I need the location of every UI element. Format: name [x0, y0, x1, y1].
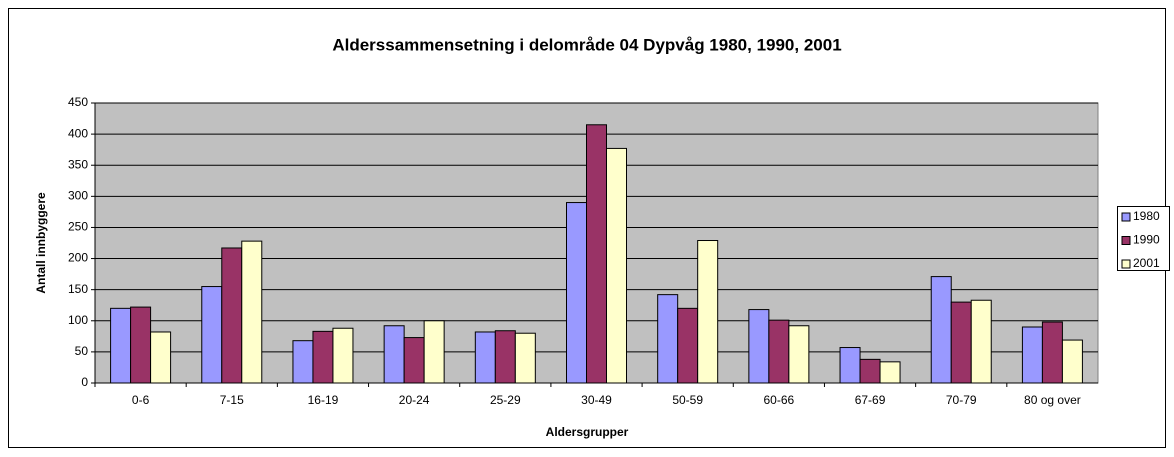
y-tick-label: 400	[68, 126, 88, 140]
bar	[677, 307, 699, 384]
y-tick-label: 300	[68, 189, 88, 203]
bar	[383, 325, 405, 384]
bar	[292, 340, 314, 384]
x-tick-label: 70-79	[946, 393, 977, 407]
bar	[970, 299, 992, 384]
bar	[150, 331, 172, 384]
bar	[201, 286, 223, 384]
y-tick-label: 200	[68, 251, 88, 265]
bar	[1061, 339, 1083, 384]
x-tick-label: 16-19	[308, 393, 339, 407]
legend-swatch	[1121, 212, 1131, 222]
bar	[586, 124, 607, 384]
bar	[332, 327, 354, 384]
bar	[697, 240, 719, 384]
x-tick-label: 25-29	[490, 393, 521, 407]
y-tick-label: 50	[75, 344, 89, 358]
bar	[494, 330, 516, 384]
x-tick-label: 30-49	[581, 393, 612, 407]
legend-swatch	[1121, 236, 1131, 245]
bar	[788, 325, 810, 384]
x-tick-label: 0-6	[132, 393, 150, 407]
y-tick-label: 100	[68, 313, 88, 327]
x-tick-label: 50-59	[672, 393, 703, 407]
y-tick-label: 450	[68, 95, 88, 109]
y-tick-label: 250	[68, 220, 88, 234]
bar	[474, 331, 496, 384]
bar	[768, 319, 790, 384]
y-tick-label: 350	[68, 157, 88, 171]
x-tick-label: 20-24	[399, 393, 430, 407]
bar	[748, 309, 770, 384]
x-tick-label: 80 og over	[1024, 393, 1081, 407]
bar	[423, 320, 445, 384]
bar	[403, 337, 425, 384]
bar	[221, 247, 243, 384]
bar	[110, 307, 132, 384]
bar	[1041, 321, 1063, 384]
x-axis-label: Aldersgrupper	[546, 425, 629, 439]
bar	[950, 301, 972, 384]
bar	[930, 276, 952, 384]
chart-title: Alderssammensetning i delområde 04 Dypvå…	[332, 35, 841, 54]
bar	[606, 147, 627, 384]
bar	[312, 330, 334, 384]
x-tick-label: 67-69	[855, 393, 886, 407]
bar	[566, 202, 587, 384]
y-tick-label: 150	[68, 282, 88, 296]
legend-label: 1980	[1133, 209, 1160, 223]
x-tick-label: 7-15	[220, 393, 244, 407]
bar	[859, 358, 881, 384]
bar	[657, 294, 679, 384]
bar	[514, 332, 536, 384]
y-tick-label: 0	[81, 375, 88, 389]
y-axis-label: Antall innbyggere	[34, 192, 48, 294]
legend-label: 1990	[1133, 233, 1160, 247]
bar	[1021, 326, 1043, 384]
legend-swatch	[1121, 259, 1131, 269]
bar	[130, 306, 152, 384]
bar	[839, 347, 861, 384]
bar	[241, 240, 263, 384]
bar	[879, 361, 901, 384]
legend-label: 2001	[1133, 256, 1160, 270]
x-tick-label: 60-66	[764, 393, 795, 407]
